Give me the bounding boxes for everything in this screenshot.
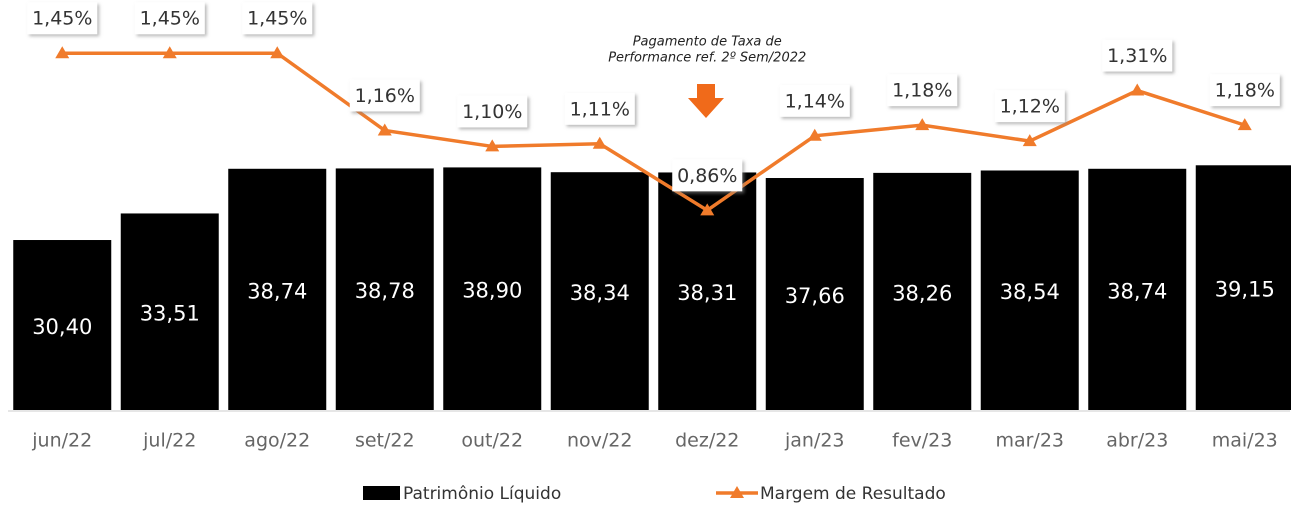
x-tick-label: ago/22 [244,430,310,452]
bar [1195,165,1291,410]
bar-label: 38,26 [892,281,952,305]
bar-label: 30,40 [32,315,92,339]
marker [1237,118,1252,131]
bar [980,170,1079,410]
label-box [1102,39,1173,72]
data-label: 1,45% [134,2,205,35]
label-box [349,79,420,112]
line-label: 1,16% [355,85,415,107]
line-label: 1,11% [570,98,630,120]
bar-label: 37,66 [785,284,845,308]
label-box [27,2,98,35]
line-label: 1,14% [785,90,845,112]
label-box [672,159,743,192]
label-box [242,2,313,35]
marker [1130,83,1145,96]
marker [807,128,822,141]
data-label: 1,10% [457,95,528,128]
line-label: 1,45% [140,8,200,30]
bar [1088,168,1187,410]
x-tick-label: out/22 [461,430,523,452]
label-box [994,90,1065,123]
label-box [457,95,528,128]
bar [550,172,649,410]
line-label: 1,31% [1107,45,1167,67]
x-tick-label: jul/22 [142,430,196,452]
marker [377,123,392,136]
marker [592,136,607,149]
annotation: Performance ref. 2º Sem/2022 [608,51,806,66]
data-label: 1,45% [27,2,98,35]
marker [915,118,930,131]
data-label: 1,12% [994,90,1065,123]
bar [443,167,542,410]
legend-label: Margem de Resultado [760,484,946,504]
x-tick-label: fev/23 [892,430,952,452]
line-label: 1,18% [892,80,952,102]
line-label: 1,45% [32,8,92,30]
bar [335,168,434,410]
bar-label: 38,78 [355,279,415,303]
line-label: 1,18% [1215,80,1275,102]
label-box [134,2,205,35]
line-label: 1,10% [462,101,522,123]
data-label: 1,31% [1102,39,1173,72]
bar-label: 38,54 [1000,280,1060,304]
line-label: 1,12% [1000,96,1060,118]
data-label: 1,16% [349,79,420,112]
bar [120,213,219,410]
marker [700,203,715,216]
data-label: 1,45% [242,2,313,35]
legend-swatch [363,486,400,500]
annotation: Pagamento de Taxa de [633,35,782,50]
legend-label: Patrimônio Líquido [403,484,561,504]
bar-label: 38,74 [1107,279,1167,303]
bar-label: 39,15 [1215,278,1275,302]
bar-label: 38,34 [570,281,630,305]
data-label: 1,14% [779,84,850,117]
x-tick-label: mar/23 [995,430,1064,452]
label-box [779,84,850,117]
line [62,51,1246,213]
bar-label: 38,74 [247,279,307,303]
marker [162,46,177,59]
label-box [1209,74,1280,107]
bar [765,178,864,410]
annotation-arrow [688,84,724,118]
line-label: 0,86% [677,165,737,187]
x-tick-label: set/22 [355,430,415,452]
bar [228,168,327,410]
x-tick-label: nov/22 [567,430,633,452]
data-label: 1,18% [887,74,958,107]
marker [270,46,285,59]
line-label: 1,45% [247,8,307,30]
x-tick-label: abr/23 [1106,430,1168,452]
x-tick-label: dez/22 [675,430,739,452]
bar [13,240,112,410]
bar-label: 38,90 [462,279,522,303]
data-label: 1,11% [564,92,635,125]
marker [1022,134,1037,147]
marker [485,139,500,152]
bar-label: 38,31 [677,281,737,305]
x-tick-label: jun/22 [31,430,92,452]
label-box [887,74,958,107]
x-tick-label: jan/23 [784,430,845,452]
label-box [564,92,635,125]
bar [873,172,972,410]
x-tick-label: mai/23 [1212,430,1278,452]
data-label: 1,18% [1209,74,1280,107]
bar-label: 33,51 [140,302,200,326]
legend-marker [730,486,744,498]
marker [55,46,70,59]
data-label: 0,86% [672,159,743,192]
